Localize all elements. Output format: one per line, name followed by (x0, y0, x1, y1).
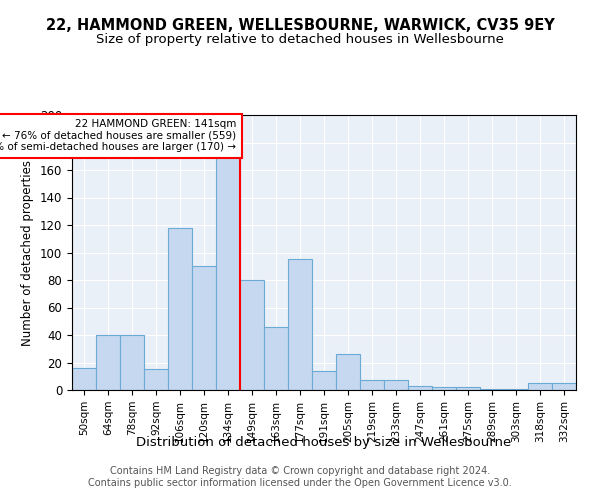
Text: Distribution of detached houses by size in Wellesbourne: Distribution of detached houses by size … (136, 436, 512, 449)
Y-axis label: Number of detached properties: Number of detached properties (22, 160, 34, 346)
Bar (120, 335, 144, 390)
Bar (408, 386, 432, 390)
Bar (504, 388, 528, 390)
Bar (216, 156, 240, 390)
Bar (552, 383, 576, 390)
Bar (384, 380, 408, 390)
Bar (528, 383, 552, 390)
Bar (192, 266, 216, 390)
Bar (360, 380, 384, 390)
Bar (480, 388, 504, 390)
Text: Contains HM Land Registry data © Crown copyright and database right 2024.
Contai: Contains HM Land Registry data © Crown c… (88, 466, 512, 487)
Text: 22, HAMMOND GREEN, WELLESBOURNE, WARWICK, CV35 9EY: 22, HAMMOND GREEN, WELLESBOURNE, WARWICK… (46, 18, 554, 32)
Bar (288, 260, 312, 390)
Bar (432, 387, 456, 390)
Bar (168, 228, 192, 390)
Text: Size of property relative to detached houses in Wellesbourne: Size of property relative to detached ho… (96, 32, 504, 46)
Text: 22 HAMMOND GREEN: 141sqm
← 76% of detached houses are smaller (559)
23% of semi-: 22 HAMMOND GREEN: 141sqm ← 76% of detach… (0, 119, 236, 152)
Bar (264, 327, 288, 390)
Bar (312, 371, 336, 390)
Bar (72, 368, 96, 390)
Bar (336, 354, 360, 390)
Bar (144, 370, 168, 390)
Bar (240, 280, 264, 390)
Bar (96, 335, 120, 390)
Bar (456, 387, 480, 390)
